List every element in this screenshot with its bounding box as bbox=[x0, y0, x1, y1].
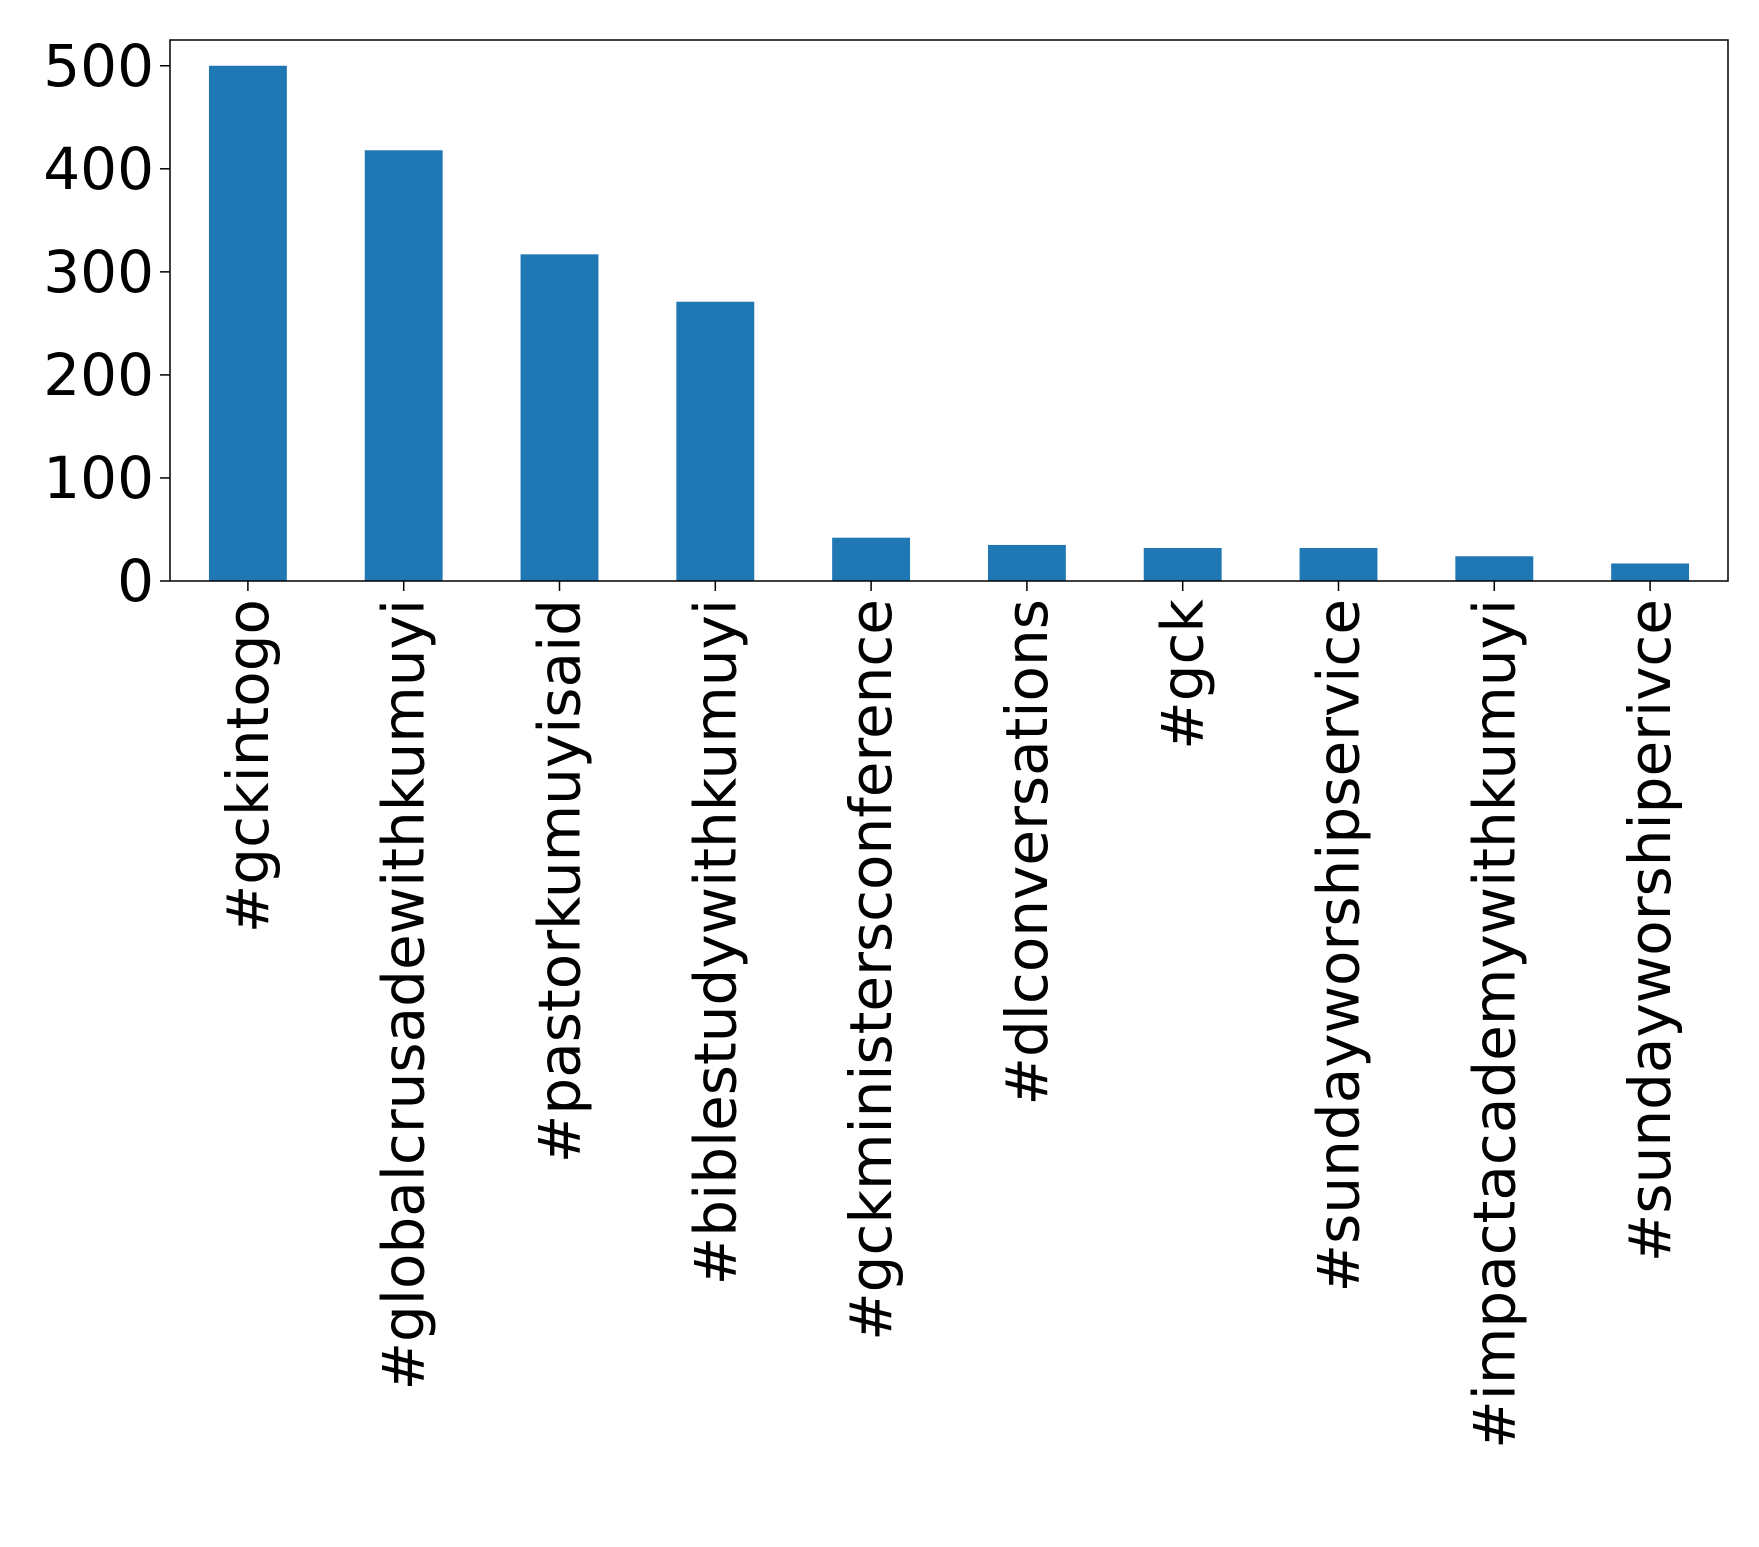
x-tick-label: #dlconversations bbox=[993, 599, 1061, 1106]
bar-6 bbox=[987, 544, 1066, 581]
bars-layer bbox=[208, 65, 1690, 581]
y-tick-label: 400 bbox=[43, 135, 154, 203]
y-tick-label: 100 bbox=[43, 444, 154, 512]
bar-3 bbox=[520, 254, 599, 581]
y-axis: 0 100 200 300 400 500 bbox=[43, 32, 170, 615]
x-tick-label: #sundayworshipservice bbox=[1305, 599, 1373, 1292]
x-tick-label: #pastorkumuyisaid bbox=[526, 599, 594, 1163]
y-tick-label: 300 bbox=[43, 238, 154, 306]
x-tick-label: #biblestudywithkumuyi bbox=[681, 599, 749, 1285]
bar-4 bbox=[676, 301, 755, 581]
bar-1 bbox=[208, 65, 287, 581]
x-tick-label: #globalcrusadewithkumuyi bbox=[370, 599, 438, 1391]
bar-10 bbox=[1611, 563, 1690, 581]
x-tick-label: #gckministersconference bbox=[837, 599, 905, 1341]
bar-9 bbox=[1455, 556, 1534, 581]
x-tick-label: #gckintogo bbox=[214, 599, 282, 933]
x-tick-label: #impactacademywithkumuyi bbox=[1460, 599, 1528, 1449]
plot-frame bbox=[169, 39, 1729, 582]
bar-8 bbox=[1299, 548, 1378, 581]
y-tick-label: 200 bbox=[43, 341, 154, 409]
x-axis: #gckintogo #globalcrusadewithkumuyi #pasto… bbox=[214, 581, 1684, 1449]
bar-2 bbox=[364, 150, 443, 581]
x-tick-label: #sundayworshiperivce bbox=[1616, 599, 1684, 1262]
x-tick-label: #gck bbox=[1149, 599, 1217, 750]
bar-5 bbox=[832, 537, 911, 581]
y-tick-label: 0 bbox=[117, 547, 154, 615]
bar-7 bbox=[1143, 548, 1222, 581]
y-tick-label: 500 bbox=[43, 32, 154, 100]
